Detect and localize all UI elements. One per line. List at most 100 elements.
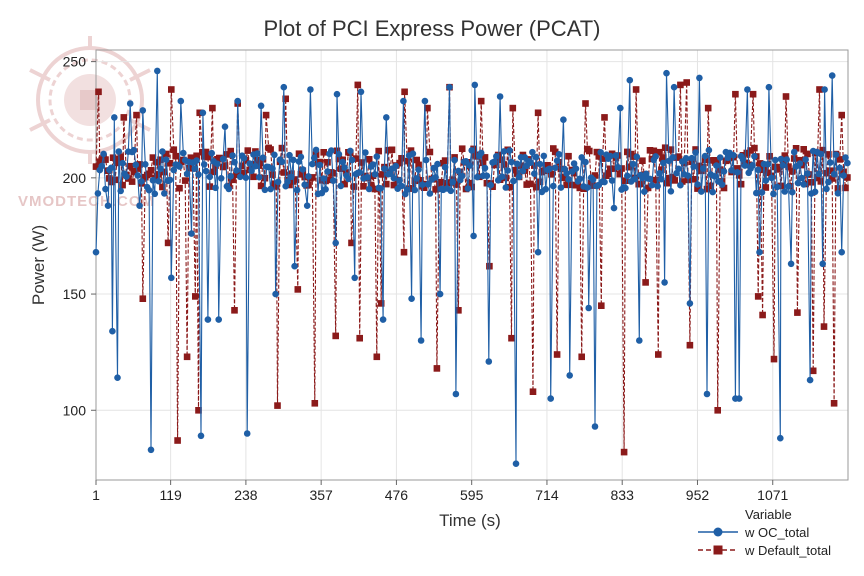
default-point [820,323,828,330]
oc-point [591,423,599,430]
default-point [816,86,823,93]
oc-point [242,174,250,181]
oc-point [606,152,614,160]
oc-point [566,372,573,379]
legend-default-marker [713,545,723,555]
default-point [383,180,390,188]
default-point [663,179,671,187]
oc-point [307,86,314,93]
default-point [632,86,640,93]
default-point [586,147,593,155]
oc-point [506,147,513,154]
oc-point [130,146,138,154]
oc-point [309,160,316,168]
oc-point [669,154,677,161]
oc-point [204,316,212,323]
oc-point [815,170,823,178]
oc-point [377,185,384,192]
oc-point [114,374,121,382]
oc-point [481,164,489,172]
default-point [477,97,485,105]
default-point [683,79,690,86]
oc-point [550,182,557,190]
default-point [149,154,157,161]
oc-point [280,83,288,91]
oc-point [329,177,337,184]
default-point [311,400,319,407]
oc-point [136,202,143,209]
oc-point [553,157,561,164]
default-point [601,114,608,121]
default-point [120,114,128,121]
y-tick-label: 200 [63,170,87,186]
oc-point [487,181,495,189]
default-point [557,165,565,173]
oc-point [100,150,107,158]
default-point [384,146,392,154]
oc-point [796,160,804,167]
default-point [130,168,138,176]
default-point [512,166,519,174]
oc-point [451,156,458,164]
default-point [147,167,155,174]
default-point [337,165,345,172]
oc-point [532,153,540,161]
oc-point [654,182,661,190]
default-point [565,152,572,160]
oc-point [291,262,298,270]
default-point [280,169,288,176]
oc-point [290,156,297,164]
default-point [286,181,293,189]
oc-point [744,86,751,93]
oc-point [362,149,369,156]
default-point [341,180,348,188]
default-point [714,407,721,414]
default-point [650,147,658,155]
default-point [244,147,252,154]
default-point [453,181,460,188]
oc-point [652,153,659,160]
default-point [145,170,153,178]
oc-point [424,181,432,188]
y-axis-ticks: 100 150 200 250 [63,54,96,418]
oc-point [102,185,109,193]
oc-point [770,190,777,198]
oc-point [415,166,422,173]
oc-point [751,153,758,160]
oc-point [768,174,775,182]
default-point [221,162,229,169]
default-point [734,165,741,172]
default-point [534,109,542,117]
default-point [426,148,434,156]
default-point [660,154,667,161]
oc-point [301,181,309,188]
oc-point [208,149,215,157]
default-point [209,104,216,112]
oc-point [161,190,168,197]
default-point [732,90,739,98]
default-point [624,148,631,156]
oc-point [155,177,162,185]
oc-point [772,156,779,164]
oc-point [703,390,711,398]
default-point [204,153,212,161]
oc-point [529,148,536,156]
default-point [240,169,248,177]
default-point [593,148,601,156]
default-point [324,159,331,166]
oc-point [455,167,462,175]
oc-point [293,186,301,194]
default-point [133,111,140,119]
default-point [616,170,623,178]
default-point [401,88,408,96]
default-point [126,162,134,170]
oc-point [322,186,329,193]
oc-point [312,146,320,154]
default-point [227,147,234,155]
oc-point [177,97,185,105]
oc-point [107,164,115,172]
oc-point [221,123,229,130]
default-point [291,176,299,183]
oc-point [806,376,814,384]
oc-point [840,172,847,179]
